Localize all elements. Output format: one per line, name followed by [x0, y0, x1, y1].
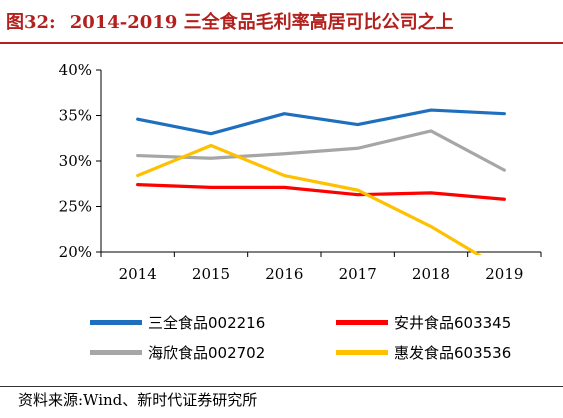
y-tick-label: 20%	[59, 243, 92, 261]
figure-label: 图32:	[6, 12, 56, 33]
legend-item-huifa: 惠发食品603536	[336, 342, 511, 362]
y-tick-label: 35%	[59, 107, 92, 125]
x-tick-label: 2015	[192, 265, 230, 283]
line-chart: 20% 25% 30% 35% 40% 2014 2015 2016 2017 2018 2019	[59, 61, 542, 283]
legend-swatch-haixin	[90, 349, 142, 355]
series-line-3	[136, 143, 482, 255]
x-tick-label: 2016	[265, 265, 303, 283]
chart-axes: 20% 25% 30% 35% 40% 2014 2015 2016 2017 2018 2019	[59, 61, 542, 283]
legend-label-sanquan: 三全食品002216	[148, 313, 266, 332]
legend-swatch-sanquan	[90, 319, 142, 325]
y-tick-label: 25%	[59, 198, 92, 216]
legend-swatch-huifa	[336, 349, 388, 355]
series-line-1	[136, 183, 506, 201]
x-tick-label: 2018	[412, 265, 450, 283]
y-tick-label: 40%	[59, 61, 92, 79]
source-note: 资料来源:Wind、新时代证券研究所	[18, 391, 258, 409]
x-tick-label: 2017	[339, 265, 377, 283]
x-tick-label: 2019	[485, 265, 523, 283]
figure-title: 图32: 2014-2019 三全食品毛利率高居可比公司之上	[0, 0, 563, 42]
legend-item-anjing: 安井食品603345	[336, 312, 511, 332]
chart-series-lines	[136, 108, 506, 255]
figure-title-text: 2014-2019 三全食品毛利率高居可比公司之上	[69, 12, 454, 33]
series-line-0	[136, 108, 506, 136]
x-tick-label: 2014	[119, 265, 157, 283]
legend-label-haixin: 海欣食品002702	[148, 343, 266, 362]
legend-item-haixin: 海欣食品002702	[90, 342, 265, 362]
legend-label-anjing: 安井食品603345	[394, 313, 512, 332]
legend-item-sanquan: 三全食品002216	[90, 312, 265, 332]
series-line-2	[136, 129, 506, 172]
y-tick-label: 30%	[59, 152, 92, 170]
title-divider	[0, 42, 563, 44]
source-divider	[0, 386, 563, 387]
legend-label-huifa: 惠发食品603536	[394, 343, 512, 362]
legend-swatch-anjing	[336, 319, 388, 325]
